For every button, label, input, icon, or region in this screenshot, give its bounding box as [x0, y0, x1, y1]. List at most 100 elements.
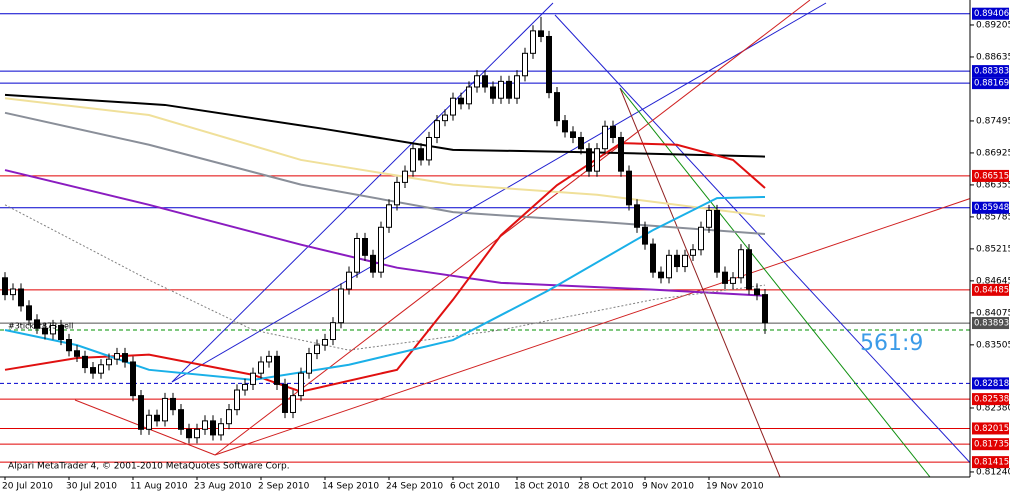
- level-label: 0.85948: [974, 203, 1009, 213]
- candle-body: [362, 238, 368, 256]
- candle-body: [434, 120, 440, 138]
- candle-body: [154, 414, 160, 422]
- trendline: [619, 87, 781, 477]
- candle-body: [754, 288, 760, 296]
- candle-body: [306, 353, 312, 374]
- level-tag: [972, 438, 1009, 451]
- indicator-line: [4, 111, 766, 236]
- candle-body: [314, 344, 320, 355]
- candle-body: [570, 131, 576, 138]
- candle-body: [402, 170, 408, 183]
- level-tag: [972, 393, 1009, 406]
- candle-body: [490, 86, 496, 99]
- candle-body: [746, 249, 752, 290]
- candle-body: [482, 75, 488, 88]
- candle-body: [114, 353, 120, 360]
- level-label: 0.82818: [974, 379, 1009, 389]
- candle-body: [730, 277, 736, 284]
- candle-body: [378, 226, 384, 273]
- candle-body: [418, 148, 424, 161]
- candle-body: [442, 114, 448, 122]
- candle-body: [178, 409, 184, 430]
- level-label: 0.81415: [974, 458, 1009, 468]
- level-label: 0.82538: [974, 395, 1009, 405]
- plot-area: [0, 0, 970, 477]
- candle-body: [66, 339, 72, 352]
- x-tick-label: 23 Aug 2010: [194, 482, 252, 492]
- candle-body: [130, 361, 136, 397]
- candle-body: [394, 181, 400, 206]
- candle-body: [714, 209, 720, 273]
- candle-body: [554, 92, 560, 122]
- trendline: [171, 2, 827, 383]
- level-tag: [972, 7, 1009, 20]
- candle-body: [34, 319, 40, 329]
- candle-body: [170, 397, 176, 411]
- level-tag: [972, 456, 1009, 469]
- level-tag: [972, 201, 1009, 214]
- candle-body: [530, 30, 536, 54]
- candle-body: [514, 75, 520, 99]
- indicator-line: [4, 169, 766, 297]
- candle-body: [298, 372, 304, 397]
- candle-body: [674, 254, 680, 268]
- candle-body: [226, 409, 232, 425]
- x-tick-label: 20 Jul 2010: [2, 482, 53, 492]
- candle-body: [162, 397, 168, 422]
- candle-body: [354, 238, 360, 273]
- x-tick-label: 18 Oct 2010: [514, 482, 570, 492]
- y-tick-label: 0.83505: [976, 340, 1010, 350]
- candle-body: [26, 305, 32, 321]
- candle-body: [218, 423, 224, 436]
- indicator-line: [4, 204, 766, 351]
- annotation: 561:9: [860, 331, 923, 356]
- candle-body: [618, 136, 624, 172]
- y-tick-label: 0.84645: [976, 276, 1010, 286]
- candle-body: [458, 97, 464, 105]
- candle-body: [338, 288, 344, 324]
- candle-body: [122, 353, 128, 363]
- candle-body: [722, 271, 728, 284]
- candle-body: [562, 120, 568, 133]
- level-tag: [972, 317, 1009, 330]
- candle-body: [346, 271, 352, 290]
- candle-body: [706, 209, 712, 228]
- trendline: [214, 0, 811, 456]
- level-tag: [972, 169, 1009, 182]
- x-tick-label: 11 Aug 2010: [130, 482, 188, 492]
- x-tick-label: 19 Nov 2010: [706, 482, 764, 492]
- y-tick-label: 0.84075: [976, 308, 1010, 318]
- trendline: [171, 2, 554, 383]
- candle-body: [202, 420, 208, 430]
- candle-body: [650, 243, 656, 273]
- candle-body: [474, 75, 480, 88]
- candle-body: [138, 395, 144, 430]
- indicator-line: [4, 142, 766, 393]
- candle-body: [18, 288, 24, 307]
- x-tick-label: 24 Sep 2010: [386, 482, 443, 492]
- x-tick-label: 2 Sep 2010: [258, 482, 310, 492]
- candle-body: [106, 358, 112, 366]
- candle-body: [386, 204, 392, 228]
- x-tick-label: 6 Oct 2010: [450, 482, 500, 492]
- candle-body: [266, 355, 272, 363]
- order-label: #3ticket873 sell: [8, 322, 73, 331]
- candle-body: [50, 324, 56, 335]
- trendline: [74, 399, 216, 456]
- y-tick-label: 0.81240: [976, 467, 1010, 477]
- level-tag: [972, 422, 1009, 435]
- candle-body: [330, 322, 336, 341]
- candle-body: [258, 361, 264, 374]
- y-tick-label: 0.85215: [976, 244, 1010, 254]
- x-tick-label: 30 Jul 2010: [66, 482, 117, 492]
- candle-body: [642, 226, 648, 245]
- candle-body: [498, 80, 504, 99]
- candle-body: [594, 148, 600, 172]
- candle-body: [250, 372, 256, 385]
- candle-body: [506, 80, 512, 99]
- candle-body: [690, 249, 696, 256]
- trendlines: [74, 0, 970, 477]
- candle-body: [698, 226, 704, 251]
- x-tick-label: 28 Oct 2010: [578, 482, 634, 492]
- trendline: [214, 198, 970, 456]
